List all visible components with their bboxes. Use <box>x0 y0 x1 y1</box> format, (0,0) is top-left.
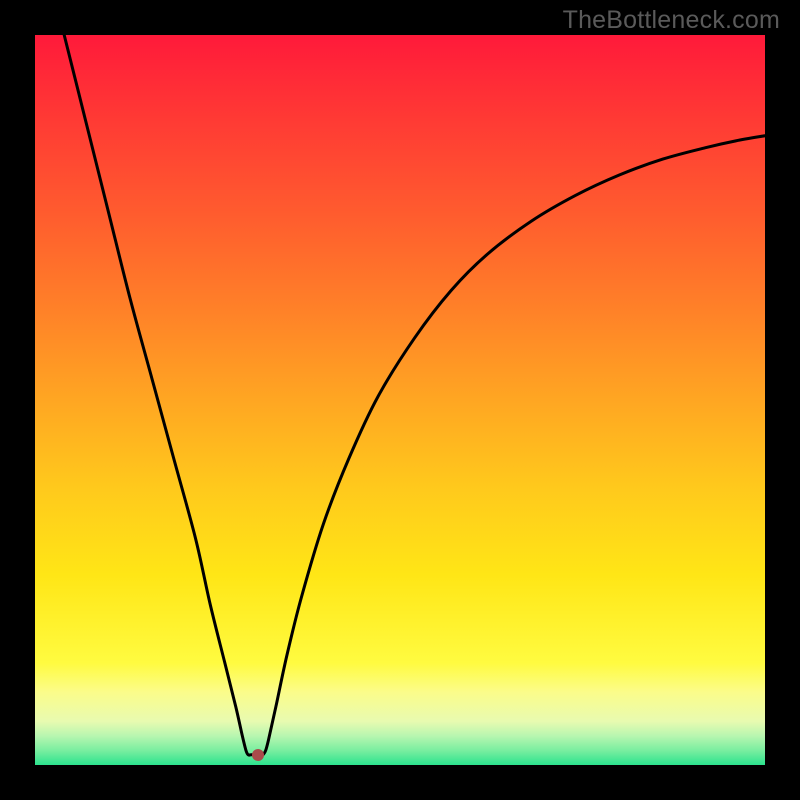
watermark-text: TheBottleneck.com <box>563 6 780 35</box>
curve-svg <box>35 35 765 765</box>
min-point-marker <box>252 749 264 761</box>
bottleneck-v-curve <box>64 35 765 755</box>
chart-plot-area <box>35 35 765 765</box>
